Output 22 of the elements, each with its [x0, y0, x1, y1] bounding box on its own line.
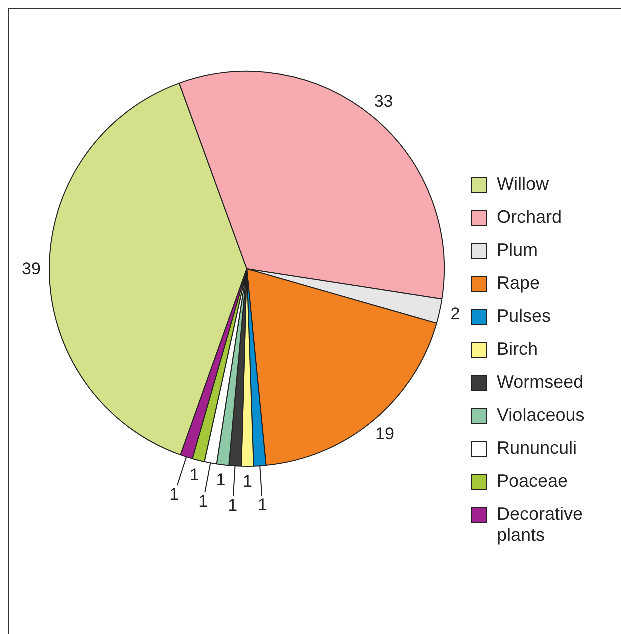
legend-label: Birch [497, 339, 540, 360]
data-label: 39 [22, 259, 41, 278]
legend-label: Violaceous [497, 405, 586, 426]
data-label: 1 [190, 466, 200, 485]
data-label: 1 [198, 492, 208, 512]
data-label: 1 [216, 470, 226, 490]
legend-label: Poaceae [497, 471, 570, 492]
legend-label: Wormseed [497, 372, 585, 393]
data-label: 1 [228, 496, 238, 515]
data-label: 19 [375, 424, 394, 444]
legend-label: Pulses [497, 306, 552, 327]
data-label: 1 [243, 472, 252, 492]
legend-label: Orchard [497, 207, 564, 228]
data-label: 2 [450, 304, 460, 324]
legend-label: Decorative plants [497, 504, 584, 546]
legend-label: Plum [497, 240, 540, 261]
data-label: 33 [374, 92, 394, 112]
legend-label: Rape [497, 273, 542, 294]
legend-label: Rununculi [497, 438, 578, 459]
data-label: 1 [170, 484, 180, 504]
data-label: 1 [258, 496, 268, 515]
legend-label: Willow [497, 174, 550, 195]
